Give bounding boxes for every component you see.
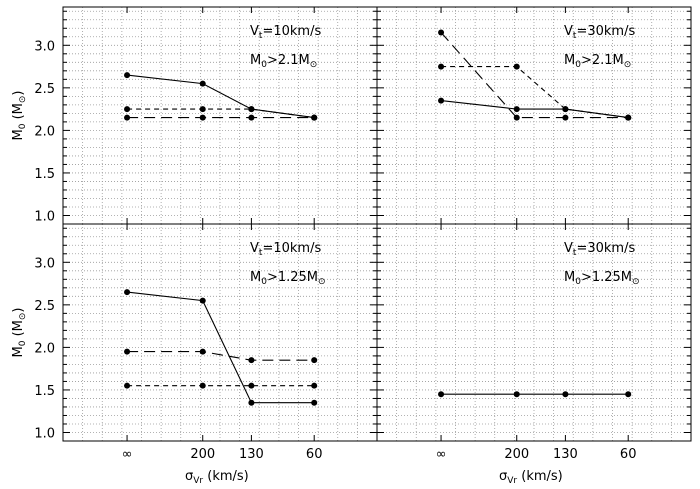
annotation-velocity: Vt=10km/s xyxy=(250,241,321,258)
data-point xyxy=(248,382,255,389)
data-point xyxy=(438,391,445,398)
data-point xyxy=(199,80,206,87)
annotation-mass: M0>2.1M⊙ xyxy=(564,53,631,70)
data-point xyxy=(513,114,520,121)
data-point xyxy=(438,29,445,36)
series-line-solid xyxy=(127,74,315,119)
panel-bottom-right: Vt=30km/s M0>1.25M⊙ ∞ 200 130 60 σVr (km/s) xyxy=(376,223,692,486)
series-line-short-dashed xyxy=(441,66,629,119)
data-point xyxy=(562,106,569,113)
annotation-mass: M0>1.25M⊙ xyxy=(250,270,326,287)
x-tick-label: 60 xyxy=(620,447,637,462)
x-axis-label: σVr (km/s) xyxy=(499,469,563,486)
data-point xyxy=(124,289,131,296)
annotation-velocity: Vt=10km/s xyxy=(250,24,321,41)
data-point xyxy=(199,297,206,304)
data-point xyxy=(311,114,318,121)
x-tick-label: 130 xyxy=(239,447,264,462)
y-tick-label: 3.0 xyxy=(34,39,55,54)
x-tick-label: 200 xyxy=(190,447,215,462)
data-point xyxy=(199,382,206,389)
y-tick-label: 1.0 xyxy=(34,426,55,441)
data-point xyxy=(311,399,318,406)
data-point xyxy=(199,114,206,121)
annotation-velocity: Vt=30km/s xyxy=(564,24,635,41)
data-point xyxy=(625,114,632,121)
y-axis-label: M0 (M⊙) xyxy=(11,308,28,358)
data-point xyxy=(438,97,445,104)
annotation-mass: M0>2.1M⊙ xyxy=(250,53,317,70)
x-tick-label: ∞ xyxy=(436,447,447,462)
data-point xyxy=(199,348,206,355)
data-point xyxy=(311,382,318,389)
data-point xyxy=(199,106,206,113)
series-line-solid xyxy=(127,291,315,404)
data-point xyxy=(124,114,131,121)
data-point xyxy=(248,399,255,406)
data-point xyxy=(513,63,520,70)
y-tick-label: 2.5 xyxy=(34,82,55,97)
data-point xyxy=(248,114,255,121)
data-point xyxy=(124,382,131,389)
series-line-long-dashed xyxy=(127,351,315,361)
y-tick-label: 3.0 xyxy=(34,256,55,271)
data-point xyxy=(562,391,569,398)
panel-top-left: Vt=10km/s M0>2.1M⊙ 1.0 1.5 2.0 2.5 3.0 M0 (M⊙) xyxy=(11,6,378,225)
data-point xyxy=(513,391,520,398)
panel-frame xyxy=(376,223,692,442)
x-tick-label: ∞ xyxy=(122,447,133,462)
annotation-mass: M0>1.25M⊙ xyxy=(564,270,640,287)
data-point xyxy=(513,106,520,113)
data-point xyxy=(248,106,255,113)
x-tick-label: 130 xyxy=(553,447,578,462)
series-line-long-dashed xyxy=(440,32,629,119)
data-point xyxy=(124,106,131,113)
y-axis-label: M0 (M⊙) xyxy=(11,91,28,141)
data-point xyxy=(248,357,255,364)
series-line-solid xyxy=(441,100,629,119)
x-axis-label: σVr (km/s) xyxy=(185,469,249,486)
x-tick-label: 60 xyxy=(306,447,323,462)
y-tick-label: 2.0 xyxy=(34,341,55,356)
annotation-velocity: Vt=30km/s xyxy=(564,241,635,258)
y-tick-label: 1.5 xyxy=(34,384,55,399)
data-point xyxy=(625,391,632,398)
x-tick-label: 200 xyxy=(504,447,529,462)
y-tick-label: 1.0 xyxy=(34,209,55,224)
y-tick-label: 2.0 xyxy=(34,124,55,139)
data-point xyxy=(124,348,131,355)
y-tick-label: 2.5 xyxy=(34,299,55,314)
series-line-short-dashed xyxy=(127,108,315,119)
y-tick-label: 1.5 xyxy=(34,167,55,182)
panel-bottom-left: Vt=10km/s M0>1.25M⊙ 1.0 1.5 2.0 2.5 3.0 M0 (M⊙)… xyxy=(11,223,378,486)
data-point xyxy=(311,357,318,364)
data-point xyxy=(124,72,131,79)
data-point xyxy=(438,63,445,70)
data-point xyxy=(562,114,569,121)
panel-top-right: Vt=30km/s M0>2.1M⊙ xyxy=(376,6,692,225)
